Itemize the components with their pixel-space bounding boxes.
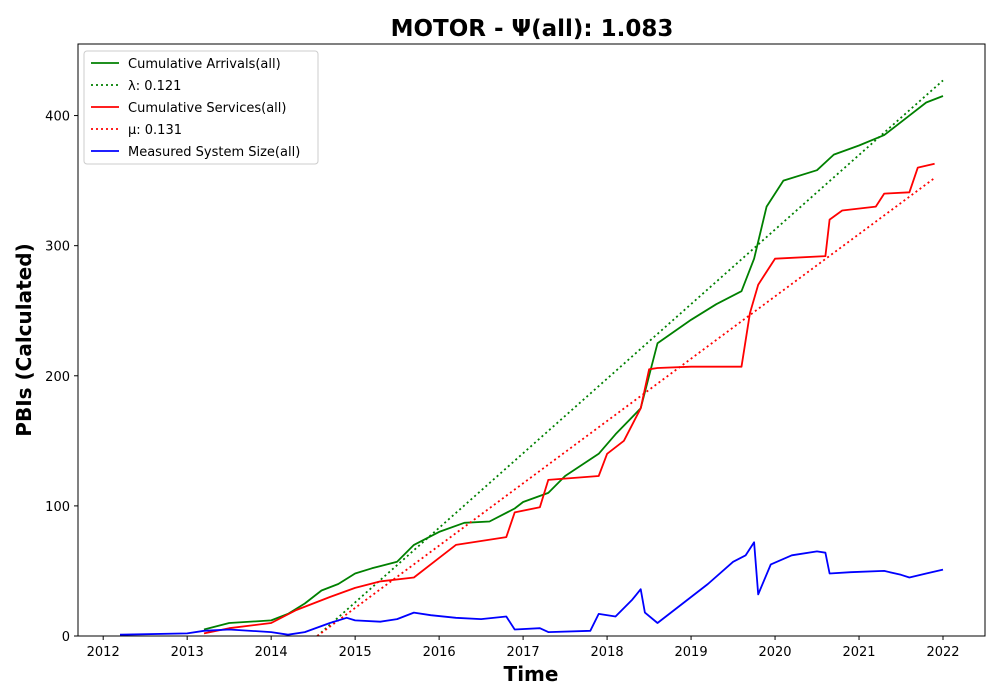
y-tick-label: 0 [62, 630, 70, 645]
series-line-4 [119, 541, 944, 636]
x-axis-ticks: 2012 2013 2014 2015 2016 2017 2018 2019 2020 2021… [87, 636, 960, 660]
legend-label-0: Cumulative Arrivals(all) [128, 57, 281, 72]
y-tick-label: 100 [45, 500, 70, 515]
x-tick-label: 2016 [423, 645, 456, 660]
y-axis-label: PBIs (Calculated) [12, 243, 36, 436]
y-axis-ticks: 0 100 200 300 400 [45, 110, 78, 645]
x-tick-label: 2012 [87, 645, 120, 660]
y-tick-label: 200 [45, 370, 70, 385]
plot-area-frame [77, 43, 986, 637]
legend: Cumulative Arrivals(all) λ: 0.121 Cumulati… [83, 50, 319, 165]
x-tick-label: 2019 [675, 645, 708, 660]
legend-box [83, 50, 319, 165]
x-axis-label: Time [504, 662, 559, 686]
series-line-0 [203, 95, 944, 631]
x-tick-label: 2020 [758, 645, 791, 660]
chart-title: MOTOR - Ψ(all): 1.083 [391, 16, 674, 42]
x-tick-label: 2018 [591, 645, 624, 660]
x-tick-label: 2017 [507, 645, 540, 660]
x-tick-label: 2013 [171, 645, 204, 660]
series-line-2 [203, 162, 935, 635]
x-tick-label: 2021 [842, 645, 875, 660]
x-tick-label: 2015 [339, 645, 372, 660]
plot-series [119, 79, 944, 636]
y-tick-label: 300 [45, 240, 70, 255]
series-line-3 [316, 177, 936, 636]
legend-label-3: μ: 0.131 [128, 123, 182, 138]
y-tick-label: 400 [45, 110, 70, 125]
legend-label-1: λ: 0.121 [128, 79, 181, 94]
x-tick-label: 2022 [926, 645, 959, 660]
x-tick-label: 2014 [255, 645, 288, 660]
legend-label-4: Measured System Size(all) [128, 145, 300, 160]
legend-label-2: Cumulative Services(all) [128, 101, 286, 116]
